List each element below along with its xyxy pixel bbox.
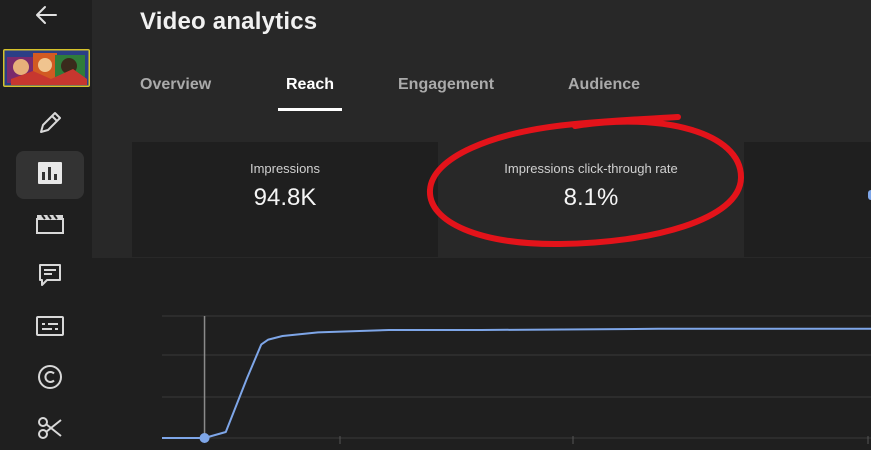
metric-value: 8.1% (563, 184, 619, 211)
nav-details-button[interactable] (16, 101, 84, 149)
nav-editor-button[interactable] (16, 202, 84, 250)
metric-label: Impressions click-through rate (504, 161, 678, 176)
page-title: Video analytics (140, 8, 318, 35)
chart-svg (162, 315, 871, 444)
tab-overview[interactable]: Overview (140, 76, 212, 93)
subtitles-icon (35, 315, 65, 342)
arrow-left-icon[interactable] (32, 2, 62, 28)
nav-comments-button[interactable] (16, 253, 84, 301)
left-nav-rail (0, 0, 92, 450)
impressions-chart (92, 258, 871, 450)
video-thumbnail[interactable] (3, 49, 90, 87)
tab-audience[interactable]: Audience (568, 76, 641, 93)
metric-label: Impressions (249, 161, 321, 176)
data-point-marker[interactable] (199, 433, 210, 443)
nav-subtitles-button[interactable] (16, 304, 84, 352)
nav-clips-button[interactable] (16, 406, 84, 450)
nav-analytics-button[interactable] (16, 151, 84, 199)
tab-reach[interactable]: Reach (278, 76, 342, 111)
next-metric-indicator (868, 190, 871, 200)
metric-ctr[interactable]: Impressions click-through rate 8.1% (438, 142, 744, 257)
metric-value: 94.8K (253, 184, 317, 211)
main-content: Video analytics Overview Reach Engagemen… (92, 0, 871, 450)
series-line (162, 327, 871, 439)
metric-impressions[interactable]: Impressions 94.8K (132, 142, 438, 257)
copyright-icon (36, 363, 64, 396)
pencil-icon (36, 109, 64, 142)
tab-engagement[interactable]: Engagement (398, 76, 495, 93)
clapperboard-icon (35, 212, 65, 241)
nav-copyright-button[interactable] (16, 355, 84, 403)
scissors-icon (36, 414, 64, 447)
bar-chart-icon (37, 161, 63, 190)
comment-icon (37, 262, 63, 293)
metrics-card: Impressions 94.8K Impressions click-thro… (132, 142, 871, 257)
